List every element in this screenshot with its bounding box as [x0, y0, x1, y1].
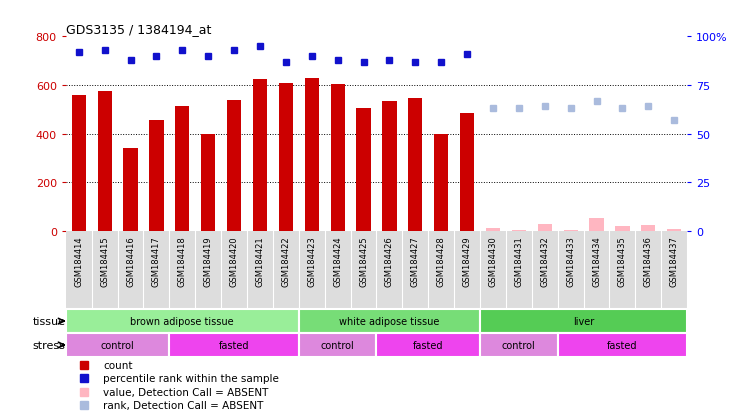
Text: GSM184435: GSM184435	[618, 235, 627, 286]
Text: GSM184423: GSM184423	[307, 235, 317, 286]
Bar	[357, 109, 371, 232]
Bar	[201, 134, 216, 232]
Text: control: control	[321, 340, 355, 350]
Text: GSM184428: GSM184428	[436, 235, 446, 286]
Bar	[589, 218, 604, 232]
Bar	[376, 333, 480, 357]
Text: white adipose tissue: white adipose tissue	[339, 316, 439, 326]
Bar	[330, 85, 345, 232]
Bar	[564, 231, 577, 232]
Bar	[170, 333, 299, 357]
Text: GSM184425: GSM184425	[359, 235, 368, 286]
Text: fasted: fasted	[413, 340, 444, 350]
Text: GSM184431: GSM184431	[515, 235, 523, 286]
Text: GSM184434: GSM184434	[592, 235, 601, 286]
Text: GSM184433: GSM184433	[566, 235, 575, 286]
Text: GSM184417: GSM184417	[152, 235, 161, 286]
Text: GSM184429: GSM184429	[463, 235, 471, 286]
Bar	[408, 99, 423, 232]
Bar	[480, 309, 687, 333]
Bar	[460, 114, 474, 232]
Bar	[486, 229, 500, 232]
Text: GSM184426: GSM184426	[385, 235, 394, 286]
Bar	[149, 121, 164, 232]
Text: GSM184436: GSM184436	[644, 235, 653, 286]
Bar	[480, 333, 558, 357]
Bar	[512, 231, 526, 232]
Text: percentile rank within the sample: percentile rank within the sample	[103, 373, 279, 383]
Text: fasted: fasted	[219, 340, 249, 350]
Bar	[253, 80, 267, 232]
Bar	[382, 102, 396, 232]
Bar	[537, 225, 552, 232]
Bar	[305, 78, 319, 232]
Bar	[616, 227, 629, 232]
Text: GSM184420: GSM184420	[230, 235, 238, 286]
Text: GSM184419: GSM184419	[204, 235, 213, 286]
Text: GSM184430: GSM184430	[488, 235, 498, 286]
Text: tissue: tissue	[32, 316, 65, 326]
Bar	[97, 92, 112, 232]
Bar	[558, 333, 687, 357]
Text: value, Detection Call = ABSENT: value, Detection Call = ABSENT	[103, 387, 268, 397]
Text: rank, Detection Call = ABSENT: rank, Detection Call = ABSENT	[103, 400, 263, 410]
Text: control: control	[101, 340, 135, 350]
Text: fasted: fasted	[607, 340, 637, 350]
Bar	[279, 83, 293, 232]
Bar	[66, 333, 170, 357]
Bar	[72, 95, 86, 232]
Text: brown adipose tissue: brown adipose tissue	[130, 316, 234, 326]
Text: GSM184421: GSM184421	[255, 235, 265, 286]
Text: liver: liver	[573, 316, 594, 326]
Bar	[434, 134, 448, 232]
Text: GSM184437: GSM184437	[670, 235, 678, 286]
Bar	[641, 225, 656, 232]
Bar	[124, 149, 137, 232]
Text: control: control	[502, 340, 536, 350]
Text: GSM184432: GSM184432	[540, 235, 549, 286]
Text: GSM184422: GSM184422	[281, 235, 290, 286]
Bar	[175, 107, 189, 232]
Bar	[299, 309, 480, 333]
Text: stress: stress	[32, 340, 65, 350]
Text: GSM184415: GSM184415	[100, 235, 109, 286]
Text: GSM184414: GSM184414	[75, 235, 83, 286]
Bar	[66, 309, 299, 333]
Text: GSM184416: GSM184416	[126, 235, 135, 286]
Text: GSM184427: GSM184427	[411, 235, 420, 286]
Text: count: count	[103, 360, 132, 370]
Text: GSM184418: GSM184418	[178, 235, 187, 286]
Text: GDS3135 / 1384194_at: GDS3135 / 1384194_at	[66, 23, 211, 36]
Bar	[227, 100, 241, 232]
Bar	[667, 230, 681, 232]
Text: GSM184424: GSM184424	[333, 235, 342, 286]
Bar	[299, 333, 376, 357]
